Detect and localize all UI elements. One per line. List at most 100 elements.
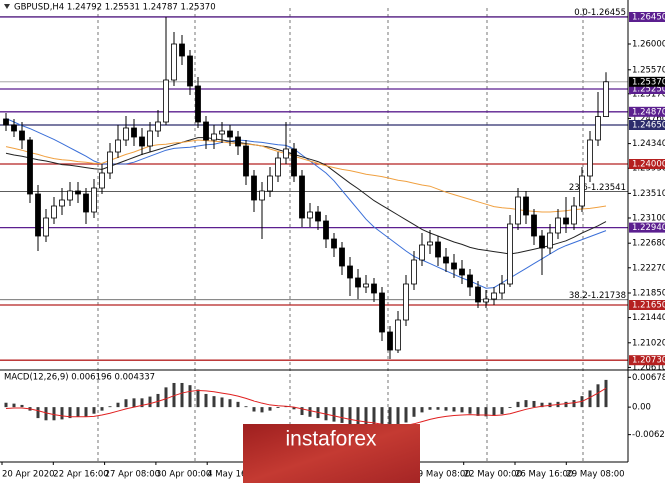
candle-body bbox=[283, 148, 289, 159]
macd-bar bbox=[252, 407, 256, 412]
candle-body bbox=[355, 277, 361, 288]
macd-bar bbox=[124, 399, 128, 408]
y-tick-label: 1.23100 bbox=[632, 214, 665, 224]
macd-bar bbox=[428, 407, 432, 410]
macd-bar bbox=[276, 407, 280, 408]
candle-body bbox=[595, 116, 601, 141]
macd-bar bbox=[196, 389, 200, 408]
level-label: 1.25250 bbox=[632, 85, 665, 95]
macd-bar bbox=[500, 407, 504, 415]
macd-tick-label: -0.006266 bbox=[632, 430, 665, 440]
y-tick-label: 1.21850 bbox=[632, 289, 665, 299]
candle-body bbox=[163, 79, 169, 123]
candle-body bbox=[299, 175, 305, 219]
macd-bar bbox=[260, 407, 264, 413]
macd-bar bbox=[372, 407, 376, 425]
macd-bar bbox=[52, 407, 56, 421]
macd-bar bbox=[44, 407, 48, 421]
macd-bar bbox=[484, 407, 488, 417]
macd-bar bbox=[164, 387, 168, 408]
candle-body bbox=[339, 247, 345, 267]
macd-bar bbox=[236, 401, 240, 408]
macd-bar bbox=[412, 407, 416, 417]
candle-body bbox=[267, 175, 273, 192]
level-label: 1.24000 bbox=[632, 160, 665, 170]
candle-body bbox=[523, 196, 529, 216]
fib-label: 0.0-1.26455 bbox=[574, 8, 626, 18]
macd-bar bbox=[596, 384, 600, 408]
candle-body bbox=[187, 55, 193, 87]
macd-bar bbox=[4, 402, 8, 408]
candle-body bbox=[603, 81, 609, 118]
candle-body bbox=[11, 124, 17, 132]
candle-body bbox=[459, 268, 465, 276]
overlay: GBPUSD,H4 1.24792 1.25531 1.24787 1.2537… bbox=[4, 3, 216, 383]
candle-body bbox=[427, 241, 433, 246]
candle-body bbox=[379, 292, 385, 333]
level-box bbox=[629, 222, 665, 233]
macd-bar bbox=[604, 379, 608, 408]
candle-body bbox=[107, 151, 113, 174]
candle-body bbox=[131, 127, 137, 138]
moving-average bbox=[5, 137, 607, 255]
macd-bar bbox=[436, 407, 440, 410]
level-box bbox=[629, 300, 665, 310]
current-price-box bbox=[629, 76, 665, 87]
candle-body bbox=[243, 145, 249, 177]
candle-body bbox=[467, 274, 473, 288]
level-label: 1.21650 bbox=[632, 301, 665, 311]
candle-body bbox=[331, 238, 337, 249]
candle-body bbox=[171, 43, 177, 81]
title-icon bbox=[4, 4, 10, 9]
x-tick-label: 26 May 16:00 bbox=[515, 470, 573, 480]
macd-bar bbox=[268, 407, 272, 411]
y-tick-label: 1.26000 bbox=[632, 40, 665, 50]
candle-body bbox=[235, 136, 241, 147]
macd-bar bbox=[468, 407, 472, 414]
macd-bar bbox=[204, 393, 208, 408]
macd-bar bbox=[60, 407, 64, 420]
candle-body bbox=[587, 139, 593, 177]
macd-bar bbox=[308, 407, 312, 417]
macd-bar bbox=[300, 407, 304, 416]
macd-signal bbox=[5, 387, 607, 427]
macd-bar bbox=[492, 407, 496, 416]
candle-body bbox=[251, 175, 257, 201]
level-box bbox=[629, 106, 665, 117]
macd-bar bbox=[444, 407, 448, 411]
x-tick-label: 4 May 16:00 bbox=[207, 470, 260, 480]
candle-body bbox=[35, 193, 41, 237]
level-box bbox=[629, 159, 665, 169]
candle-body bbox=[91, 187, 97, 213]
x-tick-label: 22 Apr 16:00 bbox=[53, 470, 108, 480]
macd-bar bbox=[452, 407, 456, 412]
candle-body bbox=[179, 43, 185, 57]
candle-body bbox=[43, 217, 49, 237]
candle-body bbox=[515, 196, 521, 225]
macd-bar bbox=[156, 393, 160, 408]
macd-bar bbox=[36, 407, 40, 419]
candle-body bbox=[323, 220, 329, 240]
level-label: 1.20730 bbox=[632, 356, 665, 366]
x-tick-label: 22 May 00:00 bbox=[464, 470, 522, 480]
y-tick-label: 1.25570 bbox=[632, 65, 665, 75]
macd-bar bbox=[228, 399, 232, 408]
level-label: 1.24650 bbox=[632, 121, 665, 131]
current-price-label: 1.25370 bbox=[632, 77, 665, 87]
x-tick-label: 19 May 08:00 bbox=[412, 470, 470, 480]
macd-bar bbox=[92, 407, 96, 414]
macd-bar bbox=[148, 396, 152, 408]
macd-bar bbox=[348, 407, 352, 425]
level-box bbox=[629, 12, 665, 22]
y-tick-label: 1.25170 bbox=[632, 89, 665, 99]
candle-body bbox=[75, 190, 81, 195]
level-box bbox=[629, 120, 665, 130]
macd-bar bbox=[364, 407, 368, 425]
macd-bar bbox=[508, 407, 512, 408]
level-label: 1.26450 bbox=[632, 13, 665, 23]
level-label: 1.22940 bbox=[632, 223, 665, 233]
candle-body bbox=[227, 130, 233, 138]
